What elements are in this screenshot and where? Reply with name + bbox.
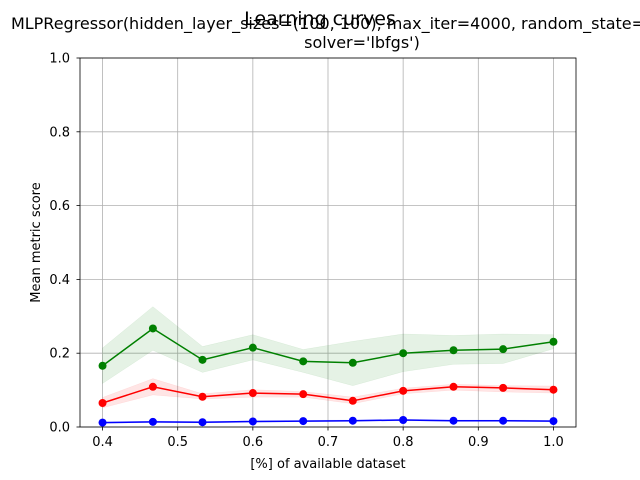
series-3-point (98, 418, 107, 427)
y-tick-label: 0.0 (49, 421, 70, 436)
series-1-line (102, 327, 554, 367)
series-lines (102, 327, 554, 424)
x-axis-label: [%] of available dataset (250, 457, 405, 472)
y-tick-label: 1.0 (49, 52, 70, 67)
y-tick-label: 0.2 (49, 347, 70, 362)
series-2-line (102, 386, 554, 404)
plot-title-line-1: MLPRegressor(hidden_layer_sizes=(100, 10… (11, 14, 640, 34)
series-1-point (549, 337, 558, 346)
series-1-point (348, 358, 357, 367)
y-tick-label: 0.6 (49, 199, 70, 214)
series-1-point (198, 355, 207, 364)
series-3-point (248, 417, 257, 426)
series-1-point (449, 346, 458, 355)
series-2-point (449, 382, 458, 391)
series-3-point (198, 418, 207, 427)
y-axis-label: Mean metric score (29, 182, 44, 302)
series-1-point (248, 343, 257, 352)
series-3-point (399, 415, 408, 424)
x-tick-label: 0.9 (468, 435, 489, 450)
series-1-point (399, 349, 408, 358)
series-2-point (549, 385, 558, 394)
y-tick-label: 0.8 (49, 125, 70, 140)
series-2-point (98, 399, 107, 408)
series-3-point (449, 416, 458, 425)
x-tick-label: 1.0 (543, 435, 564, 450)
series-2-point (198, 392, 207, 401)
x-tick-label: 0.8 (393, 435, 414, 450)
series-3-point (348, 416, 357, 425)
figure-suptitle: Learning curves (244, 8, 396, 30)
x-tick-label: 0.7 (318, 435, 339, 450)
x-axis-ticks: 0.4 0.5 0.6 0.7 0.8 0.9 1.0 (92, 427, 564, 450)
series-3-point (299, 417, 308, 426)
series-3-point (499, 416, 508, 425)
series-markers (98, 324, 558, 427)
series-2-point (399, 386, 408, 395)
series-3-line (102, 419, 554, 424)
y-tick-label: 0.4 (49, 273, 70, 288)
x-tick-label: 0.6 (243, 435, 264, 450)
series-2-point (248, 389, 257, 398)
series-1-point (499, 345, 508, 354)
series-2-point (299, 390, 308, 399)
series-1-point (299, 357, 308, 366)
series-2-point (348, 396, 357, 405)
series-2-point (148, 382, 157, 391)
series-1-point (148, 324, 157, 333)
x-tick-label: 0.5 (167, 435, 188, 450)
y-axis-ticks: 0.0 0.2 0.4 0.6 0.8 1.0 (49, 52, 80, 436)
x-tick-label: 0.4 (92, 435, 113, 450)
series-2-point (499, 383, 508, 392)
series-1-point (98, 361, 107, 370)
series-3-point (549, 417, 558, 426)
series-1-band (102, 306, 554, 386)
plot-title-line-2: solver='lbfgs') (304, 33, 420, 52)
series-3-point (148, 417, 157, 426)
